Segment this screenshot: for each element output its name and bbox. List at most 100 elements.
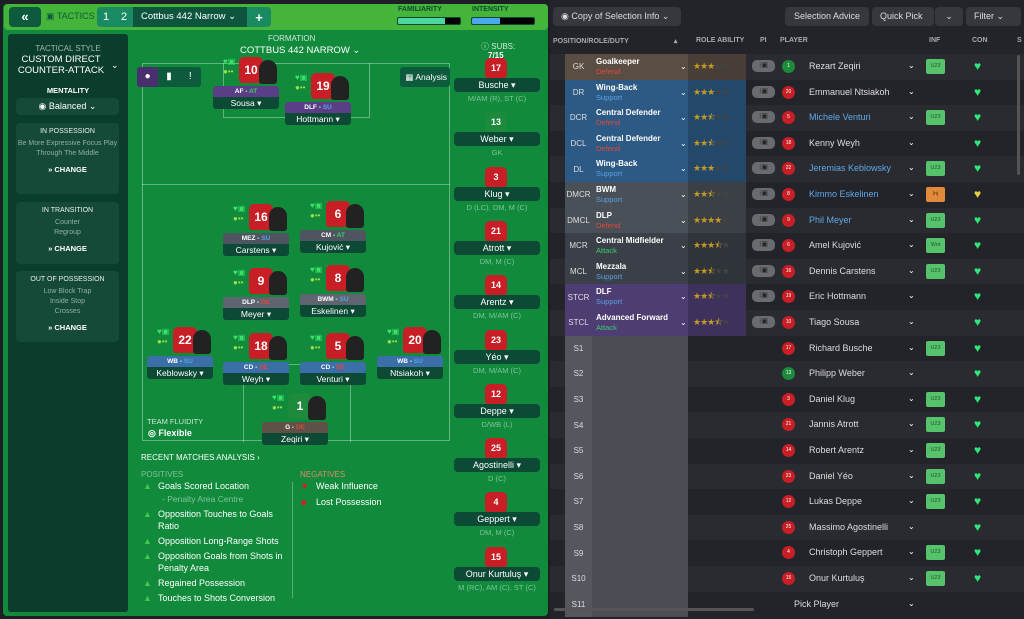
copy-selection-info-dropdown[interactable]: ◉ Copy of Selection Info ⌄ [553,7,681,26]
role-selector[interactable]: Advanced Forward Attack ⌄ [592,310,688,336]
quick-pick-dropdown[interactable]: ⌄ [935,7,963,26]
in-possession-change-button[interactable]: » CHANGE [48,165,87,174]
table-row[interactable]: S2 13 Philipp Weber ⌄ ♥ [550,361,1024,387]
table-row[interactable]: GK Goalkeeper Defend ⌄ ★★★★★ ⁝▣ 1 Rezart Zeqir… [550,54,1024,80]
player-name[interactable]: Emmanuel Ntsiakoh [809,86,890,97]
sub-player-selector[interactable]: Onur Kurtuluş ▾ [454,566,540,581]
sub-slot[interactable]: 23 Yéo ▾ DM, M/AM (C) [454,329,540,380]
sub-player-selector[interactable]: Weber ▾ [454,132,540,147]
chevron-down-icon[interactable]: ⌄ [908,189,915,198]
player-name-selector[interactable]: Keblowsky ▾ [147,367,213,379]
table-row[interactable]: S11 Pick Player ⌄ [550,591,1024,618]
back-button[interactable]: « [9,7,41,27]
chevron-down-icon[interactable]: ⌄ [908,163,915,173]
role-duty-selector[interactable]: WB - SU [147,356,213,367]
player-card[interactable]: ♥▣ ●•• 10 AF - AT Sousa ▾ [213,56,279,111]
chevron-down-icon[interactable]: ⌄ [680,113,687,123]
sub-player-selector[interactable]: Atrott ▾ [454,240,540,255]
chevron-down-icon[interactable]: ⌄ [680,62,687,71]
in-transition-change-button[interactable]: » CHANGE [48,244,87,253]
sub-player-selector[interactable]: Deppe ▾ [454,403,540,418]
header-position[interactable]: POSITION/ROLE/DUTY ▴ [553,37,677,45]
chevron-down-icon[interactable]: ⌄ [680,266,687,276]
table-row[interactable]: S4 21 Jannis Atrott ⌄ U23 ♥ [550,412,1024,438]
sub-player-selector[interactable]: Yéo ▾ [454,349,540,364]
player-card[interactable]: ♥▣ ●•• 20 WB - SU Ntsiakoh ▾ [377,326,443,381]
chevron-down-icon[interactable]: ⌄ [908,521,915,531]
sub-player-selector[interactable]: Arentz ▾ [454,295,540,310]
table-row[interactable]: S3 3 Daniel Klug ⌄ U23 ♥ [550,386,1024,413]
table-row[interactable]: S7 12 Lukas Deppe ⌄ U23 ♥ [550,489,1024,515]
role-duty-selector[interactable]: WB - SU [377,356,443,367]
chevron-down-icon[interactable]: ⌄ [908,86,915,96]
player-name[interactable]: Christoph Geppert [809,547,883,558]
table-row[interactable]: MCL Mezzala Support ⌄ ★★⯪★★ ⁝▣ 16 Dennis Carst… [550,258,1024,285]
player-name[interactable]: Kimmo Eskelinen [809,189,879,199]
table-row[interactable]: S6 23 Daniel Yéo ⌄ U23 ♥ [550,463,1024,490]
sub-player-selector[interactable]: Geppert ▾ [454,512,540,527]
role-selector[interactable]: Mezzala Support ⌄ [592,258,688,285]
chevron-down-icon[interactable]: ⌄ [680,292,687,302]
role-duty-selector[interactable]: DLF - SU [285,102,351,113]
chevron-down-icon[interactable]: ⌄ [908,112,915,122]
chevron-down-icon[interactable]: ⌄ [908,368,915,378]
player-name[interactable]: Massimo Agostinelli [809,521,889,532]
selection-advice-button[interactable]: Selection Advice [785,7,869,26]
player-name-selector[interactable]: Zeqiri ▾ [262,433,328,445]
player-name[interactable]: Daniel Klug [809,393,856,404]
table-row[interactable]: S5 14 Robert Arentz ⌄ U23 ♥ [550,438,1024,464]
player-view-button[interactable]: ● [137,67,159,87]
table-row[interactable]: DL Wing-Back Support ⌄ ★★★★★ ⁝▣ 22 Jeremias Ke… [550,156,1024,182]
role-selector[interactable]: Central Defender Defend ⌄ [592,105,688,131]
player-name[interactable]: Richard Busche [809,342,873,353]
table-row[interactable]: DCL Central Defender Defend ⌄ ★★⯪★★ ⁝▣ 18 Kenn… [550,130,1024,157]
player-card[interactable]: ♥▣ ●•• 6 CM - AT Kujović ▾ [300,200,366,255]
quick-pick-button[interactable]: Quick Pick [872,7,934,26]
chevron-down-icon[interactable]: ⌄ [908,61,915,70]
sub-slot[interactable]: 17 Busche ▾ M/AM (R), ST (C) [454,58,540,108]
tactic-tab-1[interactable]: 1 [102,11,110,23]
player-name-selector[interactable]: Carstens ▾ [223,244,289,256]
player-name[interactable]: Lukas Deppe [809,496,863,507]
role-duty-selector[interactable]: DLP - DE [223,297,289,308]
player-instructions-button[interactable]: ⁝▣ [752,188,775,200]
role-duty-selector[interactable]: CD - DE [223,362,289,373]
header-player[interactable]: PLAYER [780,37,808,44]
role-selector[interactable]: DLP Defend ⌄ [592,207,688,234]
role-duty-selector[interactable]: AF - AT [213,86,279,97]
analysis-button[interactable]: ▦ Analysis [400,67,450,87]
player-name[interactable]: Michele Venturi [809,112,871,123]
player-name[interactable]: Jannis Atrott [809,419,859,430]
role-duty-selector[interactable]: G - DE [262,422,328,433]
tactic-tab-2[interactable]: 2 [120,11,128,23]
out-of-possession-change-button[interactable]: » CHANGE [48,323,87,332]
player-name[interactable]: Phil Meyer [809,214,852,225]
chevron-down-icon[interactable]: ⌄ [908,393,915,403]
player-card[interactable]: ♥▣ ●•• 18 CD - DE Weyh ▾ [223,332,289,387]
player-instructions-button[interactable]: ⁝▣ [752,162,775,175]
chevron-down-icon[interactable]: ⌄ [680,138,687,148]
vertical-scrollbar[interactable] [1017,55,1020,175]
filter-dropdown[interactable]: Filter ⌄ [966,7,1021,26]
table-row[interactable]: S1 17 Richard Busche ⌄ U23 ♥ [550,335,1024,362]
table-row[interactable]: S9 4 Christoph Geppert ⌄ U23 ♥ [550,540,1024,566]
info-view-button[interactable]: ! [188,71,192,82]
chevron-down-icon[interactable]: ⌄ [680,190,687,199]
formation-dropdown[interactable]: COTTBUS 442 NARROW ⌄ [240,45,361,56]
header-inf[interactable]: INF [929,37,941,44]
player-instructions-button[interactable]: ⁝▣ [752,85,775,98]
player-instructions-button[interactable]: ⁝▣ [752,290,775,303]
sub-slot[interactable]: 25 Agostinelli ▾ D (C) [454,438,540,488]
header-pi[interactable]: PI [760,37,767,44]
role-selector[interactable]: DLF Support ⌄ [592,284,688,310]
chevron-down-icon[interactable]: ⌄ [908,342,915,352]
player-instructions-button[interactable]: ⁝▣ [752,136,775,149]
player-name[interactable]: Amel Kujović [809,240,862,251]
chevron-down-icon[interactable]: ⌄ [908,496,915,506]
role-selector[interactable]: Goalkeeper Defend ⌄ [592,54,688,80]
role-duty-selector[interactable]: MEZ - SU [223,233,289,244]
table-row[interactable]: MCR Central Midfielder Attack ⌄ ★★★⯪★ ⁝▣ 6 Ame… [550,233,1024,259]
player-name[interactable]: Pick Player [794,598,840,609]
player-instructions-button[interactable]: ⁝▣ [752,316,775,328]
sub-player-selector[interactable]: Agostinelli ▾ [454,458,540,473]
